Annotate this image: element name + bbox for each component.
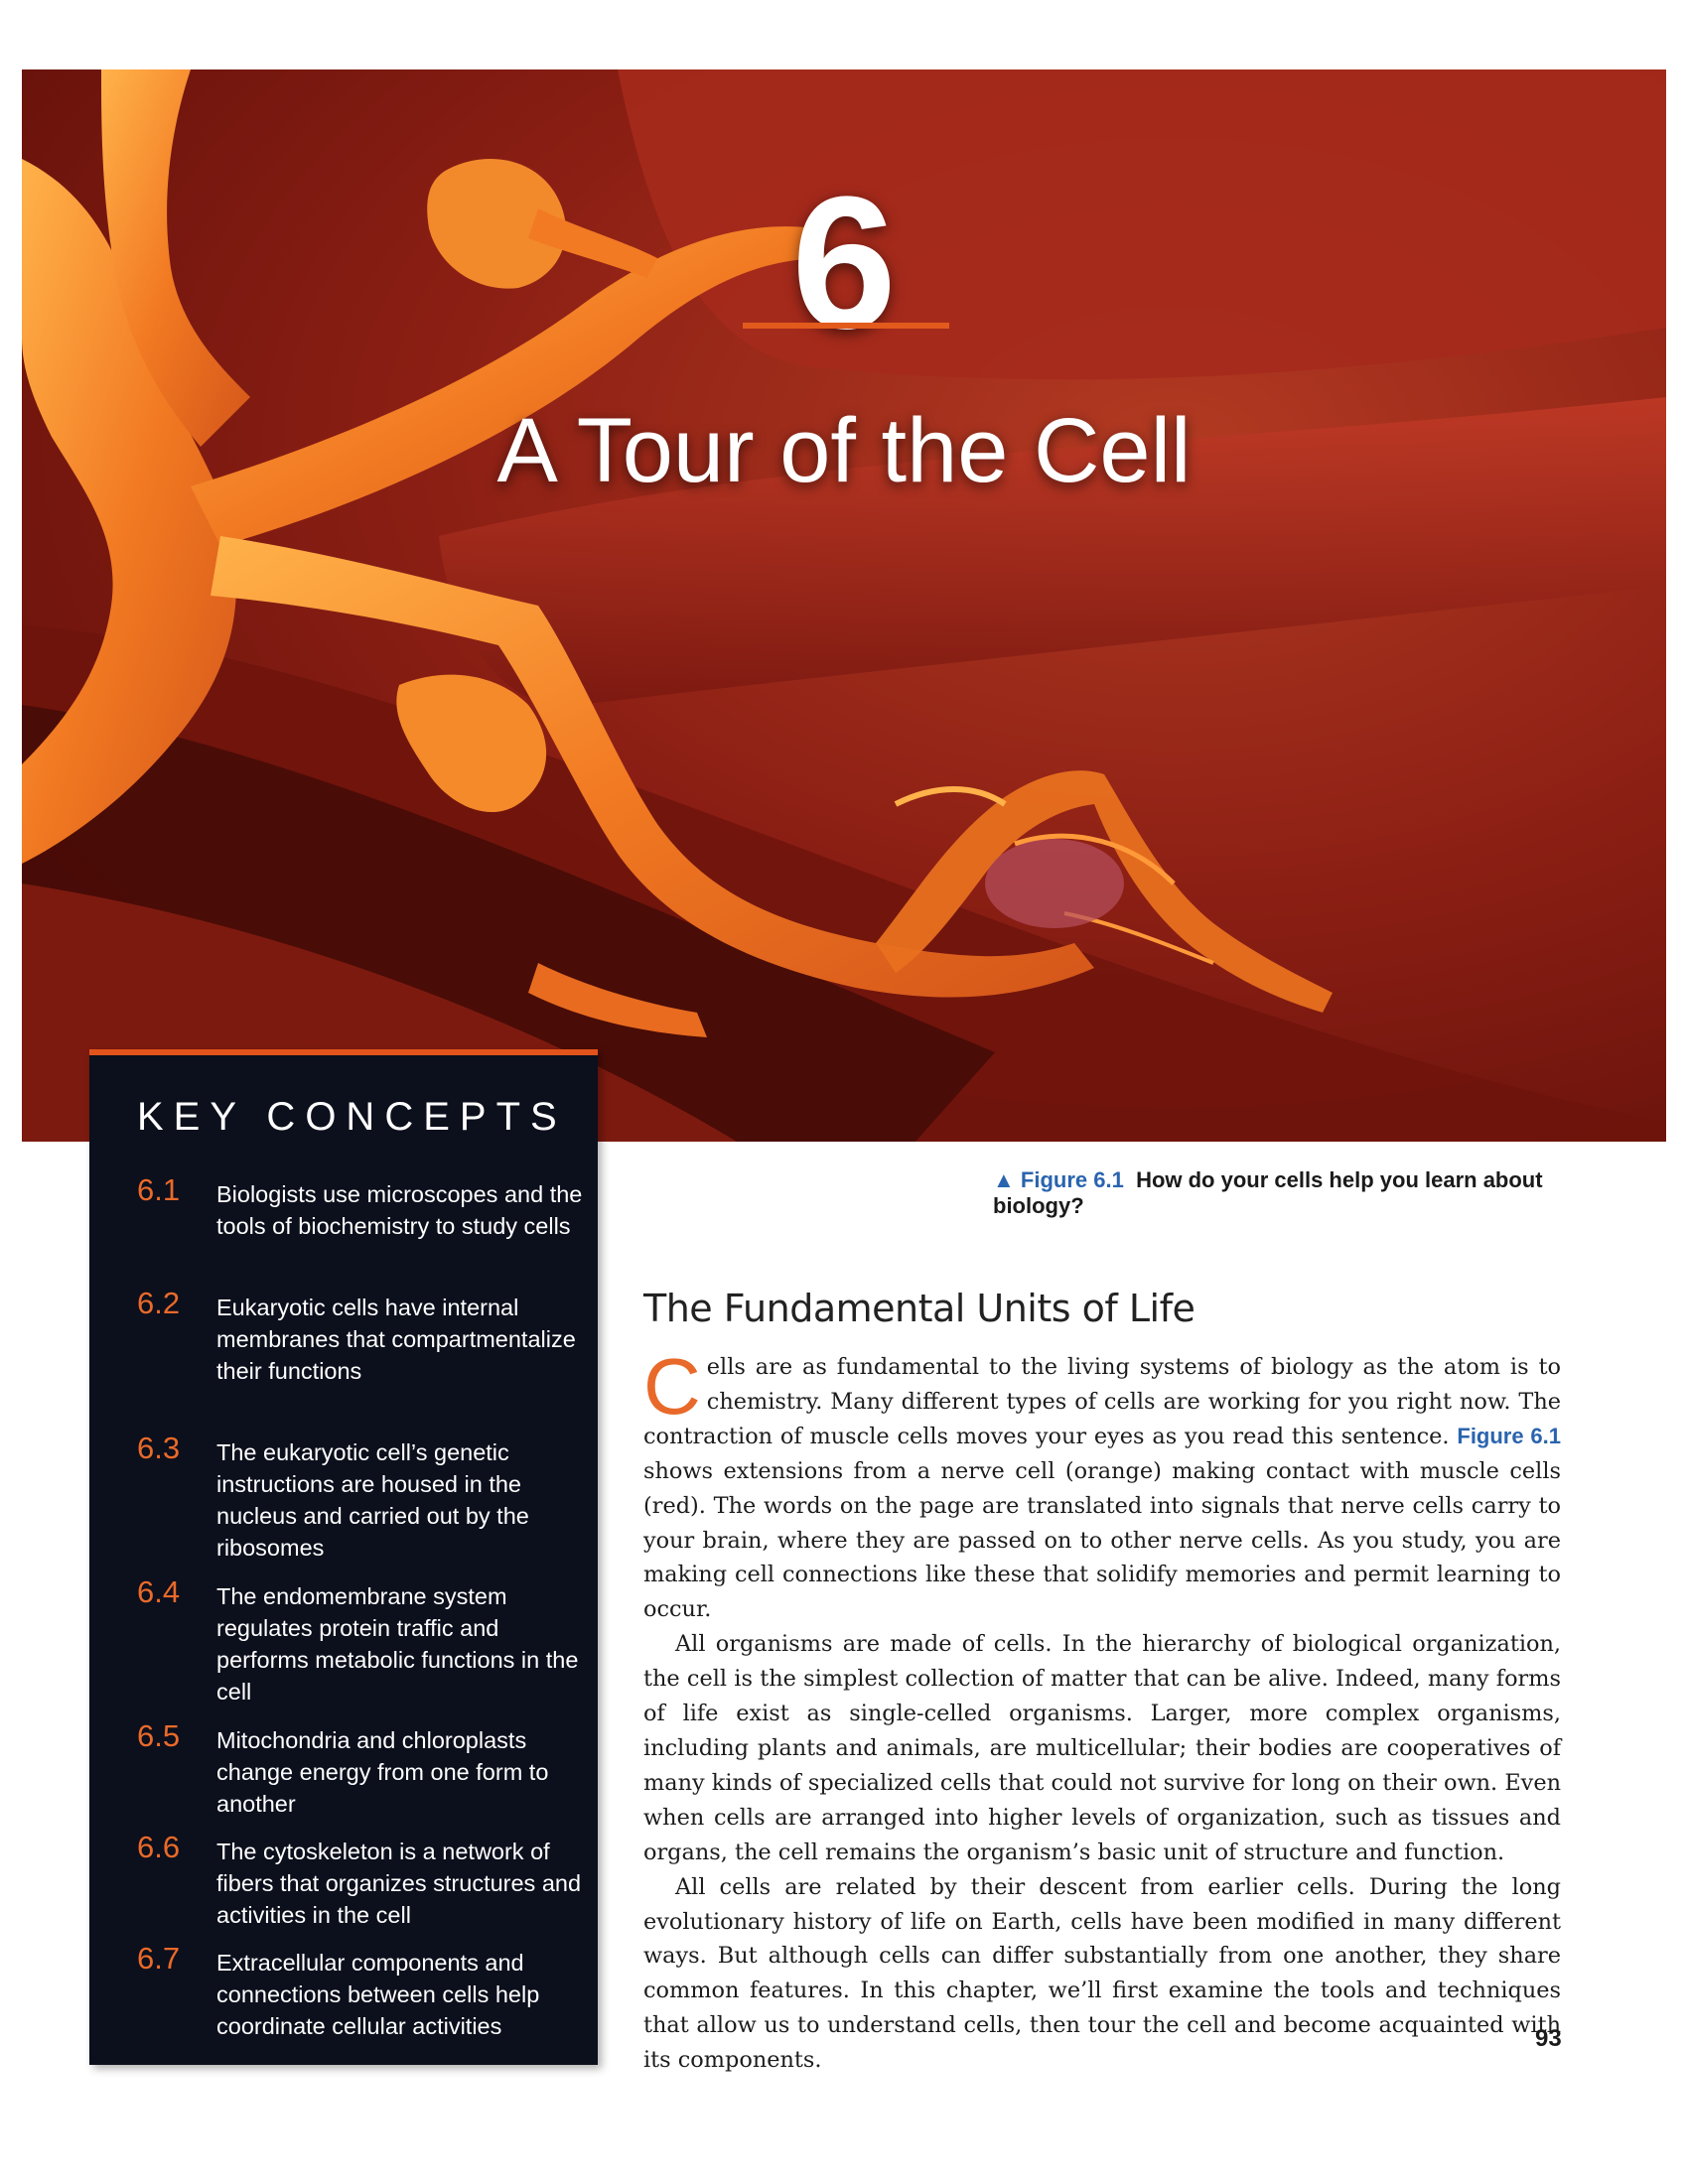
key-concept-number: 6.7 <box>137 1941 181 1976</box>
key-concepts-heading: KEY CONCEPTS <box>137 1095 567 1139</box>
key-concept-text: The eukaryotic cell’s genetic instructio… <box>216 1439 529 1561</box>
nerve-muscle-micrograph <box>22 69 1666 1142</box>
key-concept-number: 6.2 <box>137 1286 181 1320</box>
key-concept-text: The cytoskeleton is a network of fibers … <box>216 1839 582 1928</box>
key-concept-text: Eukaryotic cells have internal membranes… <box>216 1295 576 1384</box>
chapter-number: 6 <box>791 158 897 368</box>
figure-caption: ▲ Figure 6.1 How do your cells help you … <box>993 1167 1549 1219</box>
section-heading: The Fundamental Units of Life <box>643 1287 1196 1330</box>
key-concept-number: 6.5 <box>137 1718 181 1753</box>
key-concept-number: 6.3 <box>137 1431 181 1465</box>
page-number: 93 <box>1535 2025 1562 2052</box>
drop-cap: C <box>643 1342 701 1431</box>
key-concept-text: Mitochondria and chloroplasts change ene… <box>216 1727 549 1817</box>
paragraph: All organisms are made of cells. In the … <box>643 1631 1561 1865</box>
key-concept-text: Extracellular components and connections… <box>216 1950 540 2039</box>
key-concept-number: 6.1 <box>137 1172 181 1207</box>
paragraph-text: shows extensions from a nerve cell (oran… <box>643 1457 1561 1623</box>
key-concept-text: Biologists use microscopes and the tools… <box>216 1181 583 1239</box>
figure-label: Figure 6.1 <box>1020 1167 1124 1192</box>
key-concept-number: 6.4 <box>137 1574 181 1609</box>
paragraph: All cells are related by their descent f… <box>643 1873 1561 2074</box>
figure-caption-text: How do your cells help you learn about b… <box>993 1167 1543 1218</box>
figure-reference-link[interactable]: Figure 6.1 <box>1457 1423 1562 1448</box>
key-concept-number: 6.6 <box>137 1830 181 1864</box>
chapter-opener-image: 6 A Tour of the Cell <box>22 69 1666 1142</box>
chapter-title: A Tour of the Cell <box>496 400 1192 501</box>
key-concept-text: The endomembrane system regulates protei… <box>216 1583 579 1705</box>
paragraph-text: ells are as fundamental to the living sy… <box>643 1354 1561 1449</box>
figure-marker-icon: ▲ <box>993 1167 1015 1192</box>
chapter-title-rule <box>743 323 949 329</box>
key-concepts-panel: KEY CONCEPTS 6.1 Biologists use microsco… <box>89 1049 598 2065</box>
